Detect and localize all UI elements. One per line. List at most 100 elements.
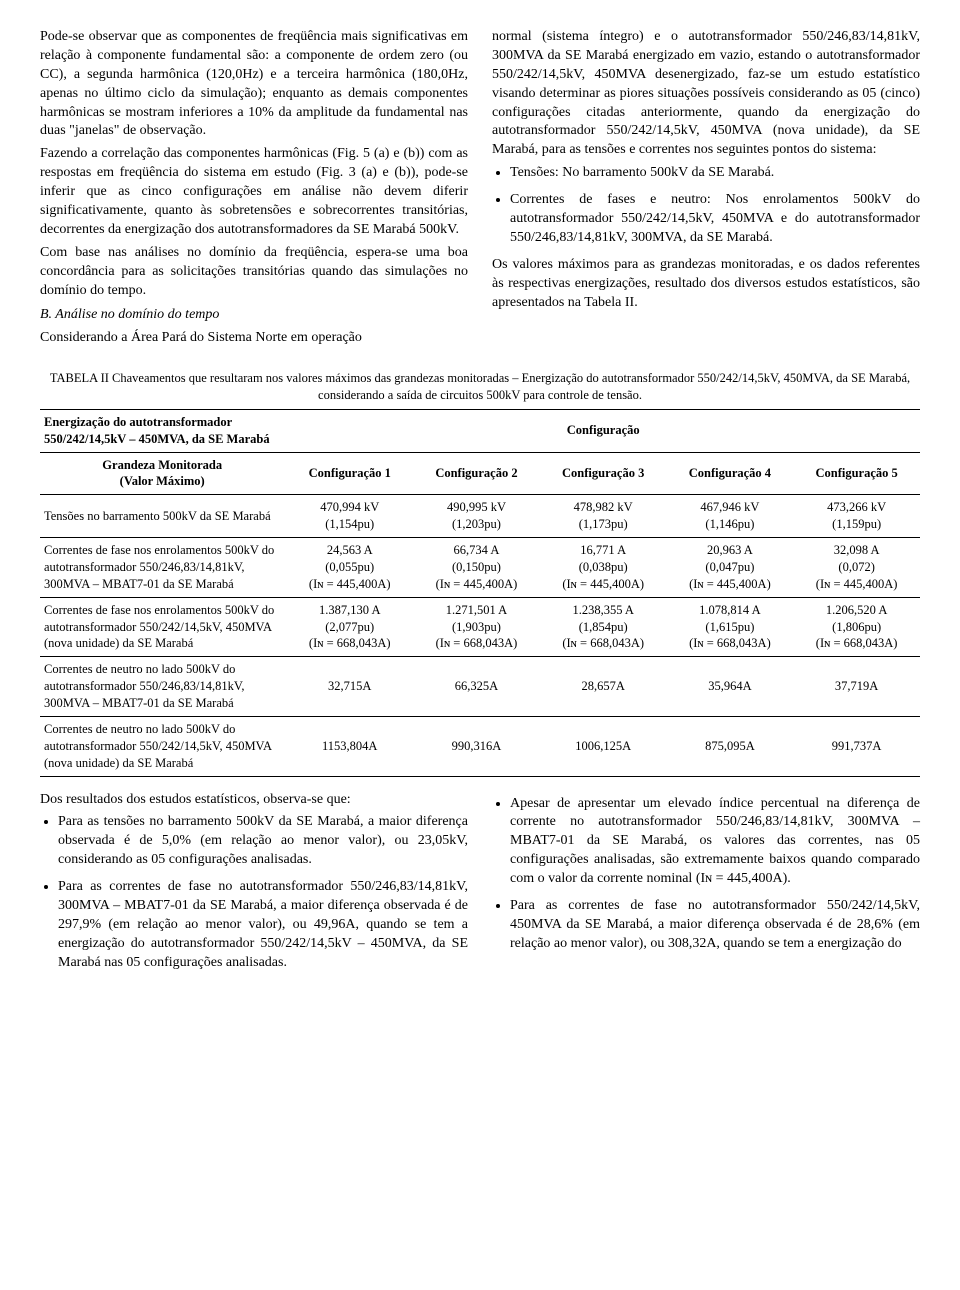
header-cell: Configuração — [286, 409, 920, 452]
cell: 1.078,814 A(1,615pu)(Iɴ = 668,043A) — [667, 597, 794, 657]
table-subheader-row: Grandeza Monitorada (Valor Máximo) Confi… — [40, 452, 920, 495]
cell-value: 66,734 A — [419, 542, 534, 559]
cell: 1.206,520 A(1,806pu)(Iɴ = 668,043A) — [793, 597, 920, 657]
cell: 990,316A — [413, 716, 540, 776]
cell: 473,266 kV(1,159pu) — [793, 495, 920, 538]
cell-value: 1.387,130 A — [292, 602, 407, 619]
cell-pu: (1,615pu) — [673, 619, 788, 636]
cell-in: (Iɴ = 445,400A) — [546, 576, 661, 593]
para: Dos resultados dos estudos estatísticos,… — [40, 791, 468, 810]
cell: 32,098 A(0,072)(Iɴ = 445,400A) — [793, 538, 920, 598]
cell-pu: (0,038pu) — [546, 559, 661, 576]
cell-value: 1.238,355 A — [546, 602, 661, 619]
bullet-list: Para as tensões no barramento 500kV da S… — [40, 813, 468, 972]
cell-in: (Iɴ = 668,043A) — [546, 635, 661, 652]
cell: 991,737A — [793, 716, 920, 776]
header-cell: Energização do autotransformador 550/242… — [40, 409, 286, 452]
para: Pode-se observar que as componentes de f… — [40, 28, 468, 141]
list-item: Correntes de fases e neutro: Nos enrolam… — [510, 191, 920, 248]
cell-pu: (1,173pu) — [546, 516, 661, 533]
cell-pu: (1,154pu) — [292, 516, 407, 533]
cell: 478,982 kV(1,173pu) — [540, 495, 667, 538]
left-column-bottom: Dos resultados dos estudos estatísticos,… — [40, 791, 468, 981]
cell: 467,946 kV(1,146pu) — [667, 495, 794, 538]
subsection-heading: B. Análise no domínio do tempo — [40, 306, 468, 325]
table-caption: TABELA II Chaveamentos que resultaram no… — [40, 370, 920, 403]
cell-in: (Iɴ = 668,043A) — [292, 635, 407, 652]
list-item: Para as tensões no barramento 500kV da S… — [58, 813, 468, 870]
para: normal (sistema íntegro) e o autotransfo… — [492, 28, 920, 160]
header-cell: Configuração 2 — [413, 452, 540, 495]
para: Considerando a Área Pará do Sistema Nort… — [40, 329, 468, 348]
bullet-list: Tensões: No barramento 500kV da SE Marab… — [492, 164, 920, 248]
cell-in: (Iɴ = 445,400A) — [419, 576, 534, 593]
right-column: normal (sistema íntegro) e o autotransfo… — [492, 28, 920, 352]
cell-value: 467,946 kV — [673, 499, 788, 516]
list-item: Para as correntes de fase no autotransfo… — [58, 878, 468, 972]
cell: 470,994 kV(1,154pu) — [286, 495, 413, 538]
table-row: Correntes de neutro no lado 500kV do aut… — [40, 716, 920, 776]
cell-in: (Iɴ = 445,400A) — [292, 576, 407, 593]
cell: 1.271,501 A(1,903pu)(Iɴ = 668,043A) — [413, 597, 540, 657]
cell-in: (Iɴ = 668,043A) — [419, 635, 534, 652]
cell: 66,325A — [413, 657, 540, 717]
cell: 35,964A — [667, 657, 794, 717]
cell-value: 1.206,520 A — [799, 602, 914, 619]
upper-columns: Pode-se observar que as componentes de f… — [40, 28, 920, 352]
cell-pu: (0,072) — [799, 559, 914, 576]
cell: 16,771 A(0,038pu)(Iɴ = 445,400A) — [540, 538, 667, 598]
cell-pu: (0,055pu) — [292, 559, 407, 576]
cell-value: 20,963 A — [673, 542, 788, 559]
cell-pu: (1,159pu) — [799, 516, 914, 533]
cell: 875,095A — [667, 716, 794, 776]
cell-pu: (1,903pu) — [419, 619, 534, 636]
table-header-row: Energização do autotransformador 550/242… — [40, 409, 920, 452]
row-label: Tensões no barramento 500kV da SE Marabá — [40, 495, 286, 538]
cell-value: 490,995 kV — [419, 499, 534, 516]
cell-pu: (0,047pu) — [673, 559, 788, 576]
table-row: Correntes de fase nos enrolamentos 500kV… — [40, 597, 920, 657]
row-label: Correntes de fase nos enrolamentos 500kV… — [40, 597, 286, 657]
header-text: (Valor Máximo) — [120, 474, 205, 488]
cell: 1153,804A — [286, 716, 413, 776]
list-item: Apesar de apresentar um elevado índice p… — [510, 795, 920, 889]
left-column: Pode-se observar que as componentes de f… — [40, 28, 468, 352]
table-row: Tensões no barramento 500kV da SE Marabá… — [40, 495, 920, 538]
header-text: Energização do autotransformador — [44, 415, 232, 429]
cell-pu: (1,854pu) — [546, 619, 661, 636]
table-row: Correntes de fase nos enrolamentos 500kV… — [40, 538, 920, 598]
cell: 20,963 A(0,047pu)(Iɴ = 445,400A) — [667, 538, 794, 598]
cell-value: 478,982 kV — [546, 499, 661, 516]
cell: 37,719A — [793, 657, 920, 717]
cell-value: 473,266 kV — [799, 499, 914, 516]
cell-value: 470,994 kV — [292, 499, 407, 516]
cell: 1.387,130 A(2,077pu)(Iɴ = 668,043A) — [286, 597, 413, 657]
list-item: Para as correntes de fase no autotransfo… — [510, 897, 920, 954]
header-cell: Configuração 3 — [540, 452, 667, 495]
right-column-bottom: Apesar de apresentar um elevado índice p… — [492, 791, 920, 981]
header-cell: Configuração 5 — [793, 452, 920, 495]
para: Com base nas análises no domínio da freq… — [40, 244, 468, 301]
header-text: Grandeza Monitorada — [102, 458, 222, 472]
cell: 1.238,355 A(1,854pu)(Iɴ = 668,043A) — [540, 597, 667, 657]
cell-pu: (2,077pu) — [292, 619, 407, 636]
cell: 1006,125A — [540, 716, 667, 776]
results-table: Energização do autotransformador 550/242… — [40, 409, 920, 777]
cell-in: (Iɴ = 668,043A) — [673, 635, 788, 652]
para: Os valores máximos para as grandezas mon… — [492, 256, 920, 313]
cell-in: (Iɴ = 445,400A) — [673, 576, 788, 593]
cell-pu: (1,146pu) — [673, 516, 788, 533]
cell: 28,657A — [540, 657, 667, 717]
list-item: Tensões: No barramento 500kV da SE Marab… — [510, 164, 920, 183]
cell-pu: (1,806pu) — [799, 619, 914, 636]
cell-pu: (0,150pu) — [419, 559, 534, 576]
cell: 32,715A — [286, 657, 413, 717]
row-label: Correntes de neutro no lado 500kV do aut… — [40, 716, 286, 776]
cell: 66,734 A(0,150pu)(Iɴ = 445,400A) — [413, 538, 540, 598]
cell-value: 32,098 A — [799, 542, 914, 559]
header-text: 550/242/14,5kV – 450MVA, da SE Marabá — [44, 432, 270, 446]
cell-pu: (1,203pu) — [419, 516, 534, 533]
para: Fazendo a correlação das componentes har… — [40, 145, 468, 239]
cell-value: 24,563 A — [292, 542, 407, 559]
cell-value: 1.078,814 A — [673, 602, 788, 619]
